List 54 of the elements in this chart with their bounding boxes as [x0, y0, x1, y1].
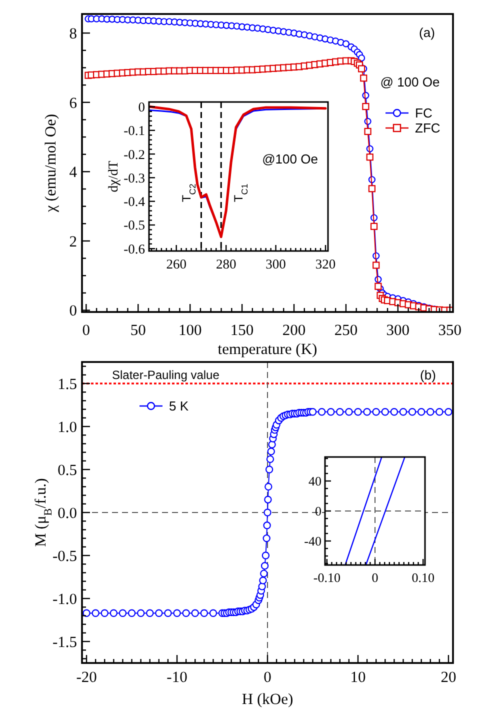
x-tick-label: 100	[178, 322, 202, 339]
y-tick-label: 0	[138, 99, 146, 114]
y-axis-title: dχ/dT	[106, 160, 121, 192]
legend-label: 5 K	[169, 398, 189, 414]
y-tick-label: 1.5	[58, 376, 78, 393]
x-tick-label: 50	[130, 322, 146, 339]
y-tick-label: 8	[69, 25, 78, 42]
y-tick-label: 0	[315, 504, 322, 519]
y-tick-label: 6	[69, 94, 78, 112]
y-tick-label: -0.2	[124, 146, 145, 162]
annotation: @100 Oe	[262, 152, 318, 166]
y-tick-label: -0.4	[124, 194, 146, 210]
x-axis-title: H (kOe)	[242, 691, 294, 708]
x-tick-label: 300	[266, 256, 286, 272]
y-tick-label: -40	[304, 534, 322, 549]
legend-label: FC	[415, 106, 432, 120]
x-tick-label: 0	[82, 322, 90, 339]
x-tick-label: 250	[334, 322, 358, 339]
x-tick-label: 0	[372, 570, 378, 585]
x-axis-title: temperature (K)	[218, 341, 318, 358]
x-tick-label: 350	[438, 322, 462, 339]
y-tick-label: -0.6	[124, 241, 146, 256]
x-tick-label: 280	[216, 256, 236, 272]
annotation: (b)	[420, 368, 436, 382]
y-tick-label: 0.5	[58, 462, 78, 479]
x-tick-label: 320	[315, 256, 336, 272]
x-tick-label: 200	[282, 322, 306, 339]
x-tick-label: -0.10	[313, 570, 340, 585]
y-tick-label: -0.1	[124, 123, 145, 138]
x-tick-label: 20	[440, 669, 456, 686]
x-tick-label: 260	[166, 256, 187, 272]
y-tick-label: 0	[69, 302, 78, 320]
x-tick-label: 300	[386, 322, 410, 339]
annotation: (a)	[419, 25, 435, 40]
legend-label: ZFC	[415, 120, 440, 136]
x-tick-label: 0	[264, 669, 272, 686]
x-tick-label: -10	[166, 669, 188, 686]
x-tick-label: 10	[350, 669, 366, 686]
y-tick-label: 0.0	[58, 504, 78, 522]
y-tick-label: -0.5	[124, 218, 146, 233]
y-tick-label: -1.0	[52, 590, 78, 608]
ref-line-label: Slater-Pauling value	[112, 368, 220, 382]
y-axis-title: χ (emu/mol Oe)	[42, 114, 60, 214]
y-tick-label: -0.3	[124, 170, 146, 186]
x-tick-label: -20	[76, 669, 98, 686]
x-tick-label: 0.10	[412, 570, 434, 585]
y-tick-label: -0.5	[52, 548, 78, 565]
y-tick-label: 1.0	[58, 418, 78, 436]
x-tick-label: 150	[230, 322, 254, 339]
y-tick-label: 4	[69, 164, 78, 182]
y-tick-label: 40	[308, 474, 322, 489]
annotation: @ 100 Oe	[380, 74, 440, 90]
y-tick-label: -1.5	[52, 634, 78, 651]
y-tick-label: 2	[69, 233, 77, 250]
